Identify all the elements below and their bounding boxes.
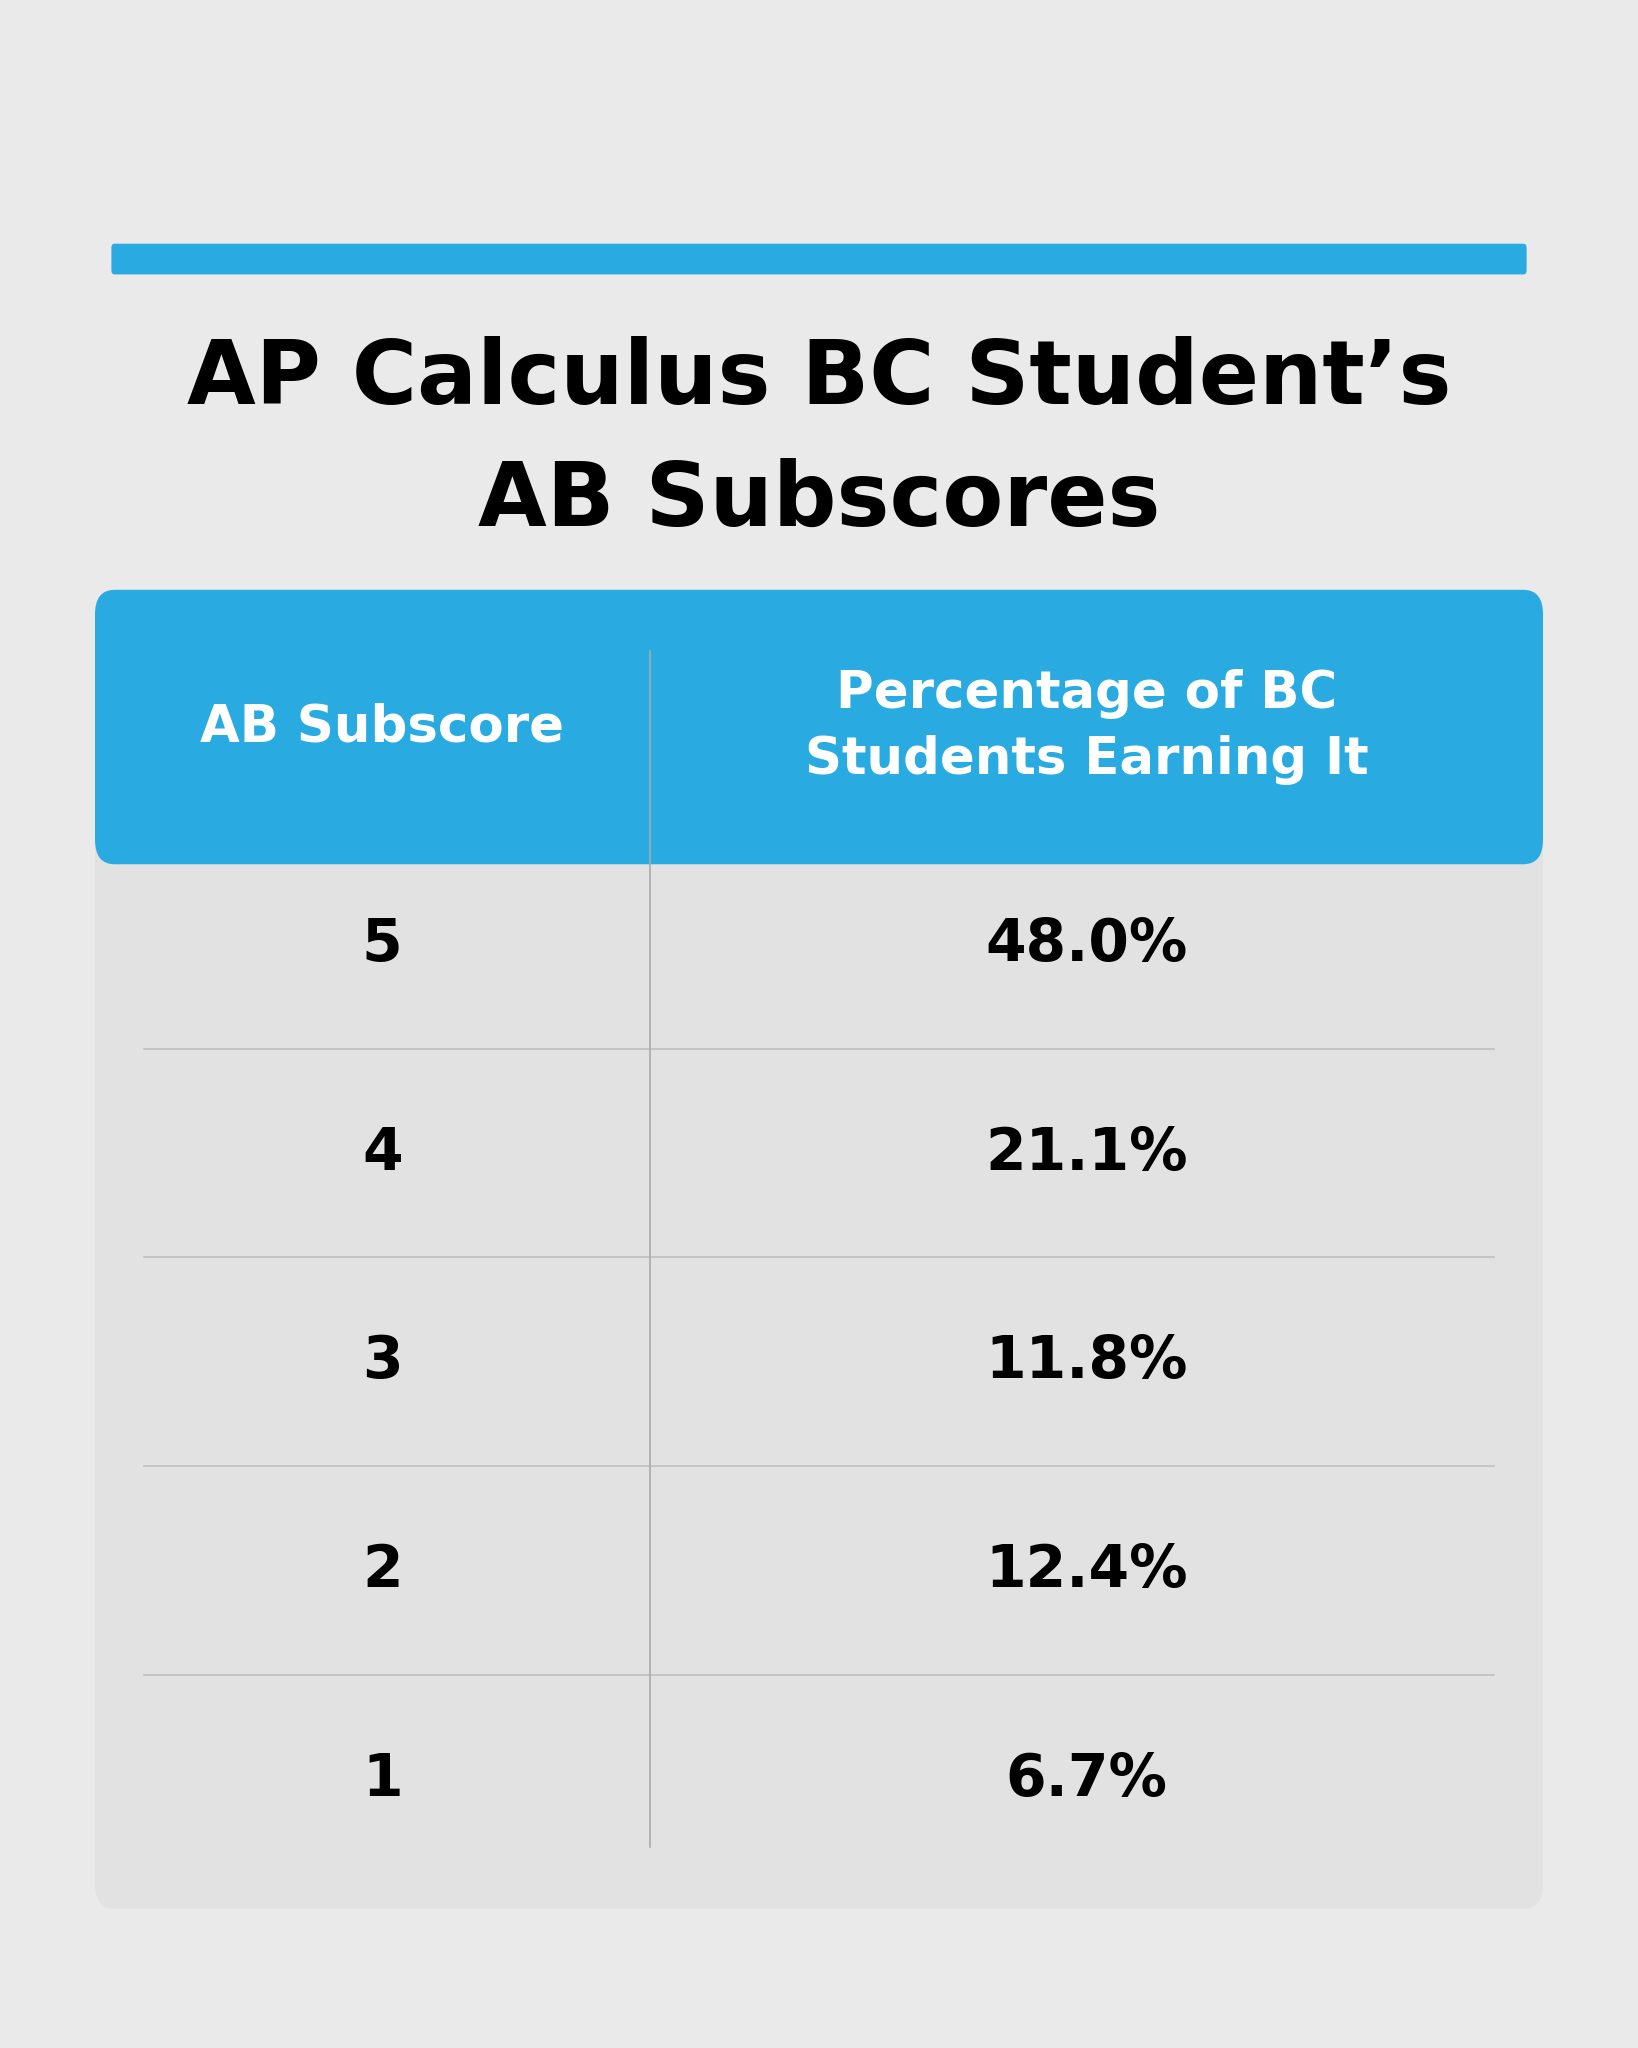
Text: 1: 1 (362, 1751, 403, 1808)
Text: 48.0%: 48.0% (986, 915, 1188, 973)
Text: AB Subscores: AB Subscores (478, 459, 1160, 545)
Text: 3: 3 (362, 1333, 403, 1391)
Text: 21.1%: 21.1% (986, 1124, 1188, 1182)
FancyBboxPatch shape (95, 590, 1543, 864)
Bar (115, 739, 1523, 840)
Text: AP Calculus BC Student’s: AP Calculus BC Student’s (187, 336, 1451, 422)
Text: 5: 5 (362, 915, 403, 973)
Text: 11.8%: 11.8% (986, 1333, 1188, 1391)
Text: 4: 4 (362, 1124, 403, 1182)
Text: 6.7%: 6.7% (1006, 1751, 1168, 1808)
Text: 12.4%: 12.4% (986, 1542, 1188, 1599)
FancyBboxPatch shape (95, 590, 1543, 1909)
Text: AB Subscore: AB Subscore (200, 702, 565, 752)
FancyBboxPatch shape (111, 244, 1527, 274)
Text: Percentage of BC
Students Earning It: Percentage of BC Students Earning It (804, 670, 1368, 784)
Text: 2: 2 (362, 1542, 403, 1599)
